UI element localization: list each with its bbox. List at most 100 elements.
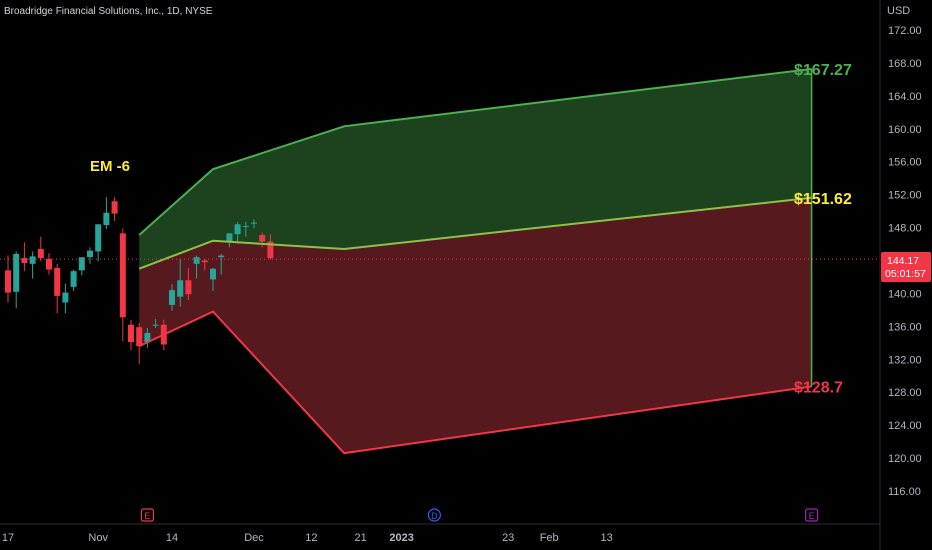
candle: [136, 323, 143, 365]
candle-body: [78, 257, 85, 271]
candle: [169, 284, 175, 311]
candle-body: [185, 280, 192, 295]
chart-title: Broadridge Financial Solutions, Inc., 1D…: [4, 6, 213, 17]
candle: [95, 224, 102, 262]
candle: [70, 269, 77, 291]
price-tick-label: 140.00: [888, 288, 922, 300]
time-tick-label: 2023: [389, 532, 413, 544]
candle: [210, 267, 216, 291]
candle: [46, 253, 52, 275]
candle-body: [226, 233, 233, 243]
candle: [54, 263, 61, 314]
candle: [5, 255, 11, 303]
candle-body: [46, 258, 52, 270]
candle: [87, 247, 93, 264]
candle-body: [13, 253, 20, 292]
candle: [78, 257, 85, 276]
candle: [152, 318, 159, 329]
candle: [185, 267, 192, 301]
candle-body: [267, 241, 274, 259]
candle-body: [70, 271, 77, 287]
candle-body: [54, 267, 61, 296]
cone-lines-layer: [138, 67, 813, 455]
event-marker-letter: D: [431, 511, 438, 521]
event-marker: D: [427, 508, 441, 522]
candle-body: [201, 260, 208, 263]
price-tick-label: 136.00: [888, 321, 922, 333]
candle: [62, 283, 69, 314]
cone-fill-layer: [139, 68, 812, 454]
price-tick-label: 164.00: [888, 91, 922, 103]
candle: [259, 232, 266, 248]
candle-body: [103, 212, 110, 226]
time-tick-label: 23: [502, 532, 514, 544]
candle: [267, 234, 274, 260]
price-tick-label: 132.00: [888, 354, 922, 366]
event-marker-letter: E: [144, 511, 150, 521]
price-tick-label: 120.00: [888, 453, 922, 465]
earnings-marker-box: [140, 508, 154, 522]
upper-cone-line: [138, 67, 812, 236]
price-tick-label: 148.00: [888, 223, 922, 235]
candle: [144, 328, 151, 348]
candle: [128, 319, 134, 351]
price-tick-label: 116.00: [888, 486, 921, 498]
candle: [13, 251, 20, 309]
lower-cone-line: [138, 310, 812, 455]
candle-body: [234, 224, 241, 235]
price-tick-label: 160.00: [888, 124, 922, 136]
candle: [251, 219, 257, 229]
candle-body: [62, 292, 69, 303]
middle-cone-line: [138, 196, 812, 270]
cone-labels: $167.27 $151.62 $128.7 EM -6: [90, 62, 852, 397]
candle-body: [111, 201, 118, 214]
candle: [21, 242, 28, 272]
candle: [119, 228, 126, 342]
price-tick-label: 172.00: [888, 25, 922, 37]
candle: [177, 258, 184, 307]
candles-layer: [5, 197, 274, 365]
price-tick-label: 124.00: [888, 420, 922, 432]
upper-cone-fill: [139, 68, 812, 269]
time-axis[interactable]: 17 Nov 14 Dec 12 21 2023 23 Feb 13: [2, 532, 613, 544]
em-annotation: EM -6: [90, 158, 130, 175]
price-tick-label: 168.00: [888, 58, 922, 70]
candle: [111, 197, 118, 221]
candle-body: [242, 225, 249, 227]
candle-body: [87, 250, 93, 258]
dividend-marker-circle: [427, 508, 441, 522]
candle-body: [5, 270, 11, 293]
candle: [29, 251, 36, 279]
candle-body: [177, 280, 184, 297]
price-tick-label: 156.00: [888, 157, 922, 169]
candle-body: [144, 332, 151, 342]
candle: [37, 236, 44, 262]
candle-body: [128, 324, 134, 342]
candle: [226, 233, 233, 248]
time-tick-label: Dec: [244, 532, 264, 544]
event-marker-letter: E: [809, 511, 815, 521]
countdown-timer: 05:01:57: [885, 268, 926, 280]
time-tick-label: Feb: [540, 532, 559, 544]
candle-body: [119, 233, 126, 318]
time-tick-label: Nov: [88, 532, 108, 544]
candle-body: [210, 268, 216, 280]
candle-body: [169, 290, 175, 305]
candle-body: [29, 256, 36, 264]
candle: [201, 258, 208, 271]
time-tick-label: 13: [600, 532, 612, 544]
price-tick-label: 128.00: [888, 387, 922, 399]
lower-price-label: $128.7: [794, 379, 843, 396]
candle-body: [37, 248, 44, 259]
event-marker: E: [140, 508, 154, 522]
candle-body: [193, 257, 200, 264]
candle-body: [259, 234, 266, 242]
currency-label: USD: [887, 5, 910, 17]
last-price-value: 144.17: [887, 255, 919, 267]
candle: [218, 253, 225, 275]
candle-body: [136, 327, 143, 347]
candle-body: [251, 222, 257, 224]
earnings-marker-box: [804, 508, 819, 522]
